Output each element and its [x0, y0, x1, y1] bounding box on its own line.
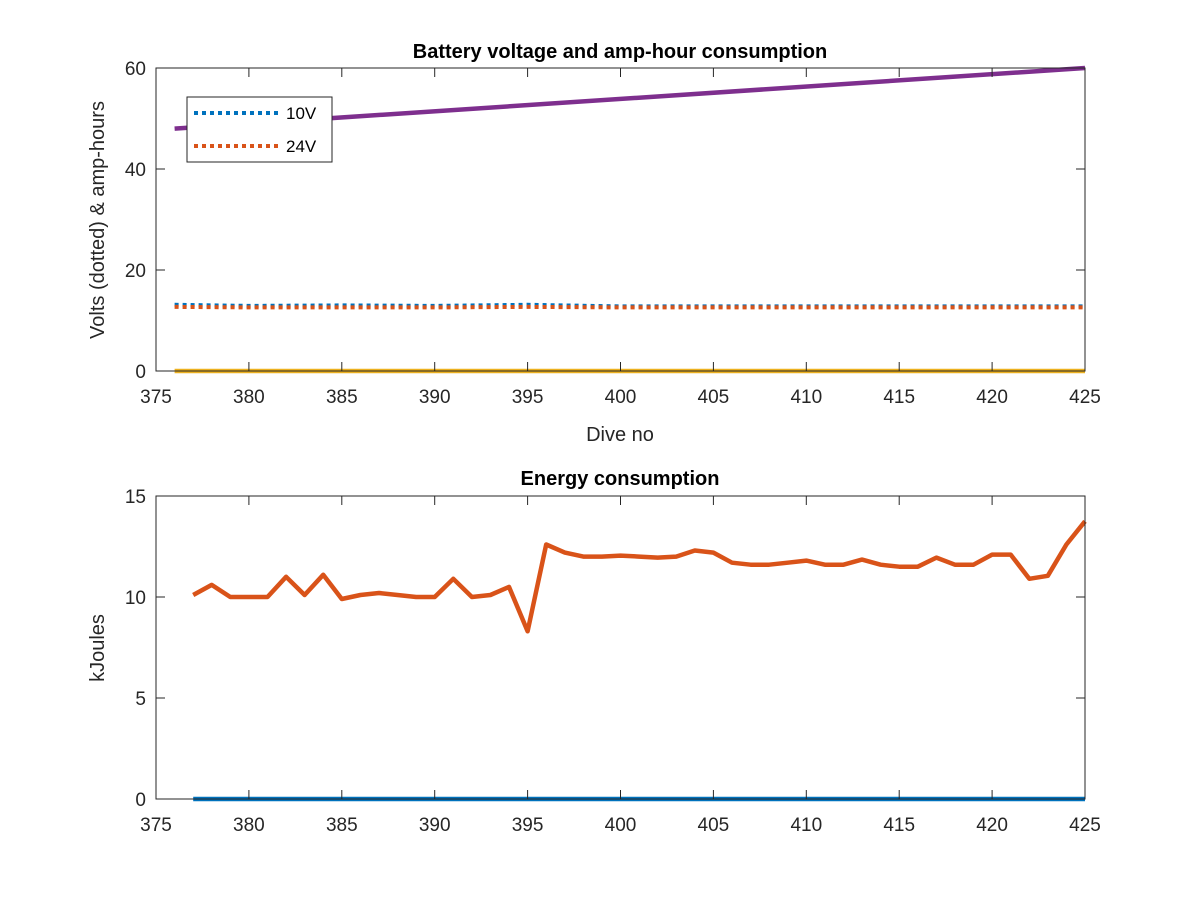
energy-chart-title: Energy consumption: [521, 468, 720, 490]
voltage-x-tick-label: 400: [605, 387, 637, 408]
voltage-panel: Battery voltage and amp-hour consumption…: [87, 41, 1101, 446]
voltage-x-axis-label: Dive no: [586, 424, 654, 446]
voltage-chart-title: Battery voltage and amp-hour consumption: [413, 41, 827, 63]
energy-y-tick-label: 0: [135, 790, 146, 811]
voltage-x-tick-label: 385: [326, 387, 358, 408]
energy-panel: Energy consumption kJoules 375 380 385 390 3…: [87, 468, 1101, 836]
energy-x-tick-label: 405: [698, 815, 730, 836]
energy-x-tick-label: 380: [233, 815, 265, 836]
voltage-series-24v: [174, 304, 1085, 310]
energy-x-tick-label: 400: [605, 815, 637, 836]
energy-x-tick-label: 385: [326, 815, 358, 836]
energy-x-tick-label: 395: [512, 815, 544, 836]
energy-x-tick-label: 390: [419, 815, 451, 836]
energy-axes-box: [155, 495, 1086, 800]
voltage-y-tick-label: 0: [135, 362, 146, 383]
energy-y-tick-label: 10: [125, 588, 146, 609]
legend: 10V 24V: [186, 96, 333, 163]
voltage-x-tick-label: 395: [512, 387, 544, 408]
energy-x-tick-label: 415: [883, 815, 915, 836]
voltage-y-tick-label: 60: [125, 59, 146, 80]
voltage-x-tick-label: 425: [1069, 387, 1101, 408]
energy-x-tick-label: 410: [790, 815, 822, 836]
energy-x-tick-label: 420: [976, 815, 1008, 836]
energy-series-group: [192, 519, 1087, 802]
legend-label-10v: 10V: [286, 104, 317, 123]
voltage-x-tick-label: 410: [790, 387, 822, 408]
voltage-x-tick-label: 390: [419, 387, 451, 408]
voltage-x-tick-label: 415: [883, 387, 915, 408]
voltage-x-tick-label: 420: [976, 387, 1008, 408]
energy-y-tick-label: 5: [135, 689, 146, 710]
voltage-x-tick-label: 380: [233, 387, 265, 408]
voltage-y-tick-label: 20: [125, 261, 146, 282]
energy-series-line-2: [192, 519, 1087, 634]
energy-y-tick-label: 15: [125, 487, 146, 508]
voltage-y-tick-label: 40: [125, 160, 146, 181]
energy-y-axis-label: kJoules: [87, 614, 109, 682]
voltage-x-tick-label: 405: [698, 387, 730, 408]
energy-x-tick-label: 425: [1069, 815, 1101, 836]
legend-label-24v: 24V: [286, 137, 317, 156]
energy-x-tick-label: 375: [140, 815, 172, 836]
legend-box: [186, 96, 333, 163]
voltage-y-axis-label: Volts (dotted) & amp-hours: [87, 101, 109, 339]
voltage-x-tick-label: 375: [140, 387, 172, 408]
